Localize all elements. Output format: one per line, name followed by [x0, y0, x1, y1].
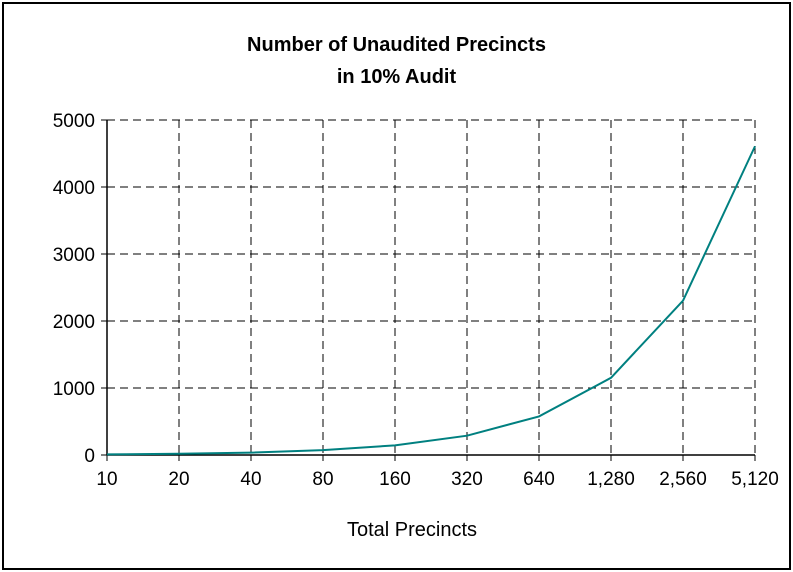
- x-tick-label: 40: [240, 469, 261, 490]
- y-tick-label: 5000: [53, 111, 95, 132]
- x-tick-label: 160: [379, 469, 411, 490]
- x-tick-label: 5,120: [731, 469, 779, 490]
- x-tick-label: 2,560: [659, 469, 707, 490]
- chart-title: Number of Unaudited Precincts: [247, 34, 546, 56]
- series-layer: [106, 145, 756, 456]
- x-tick-label: 80: [312, 469, 333, 490]
- x-tick-label: 320: [451, 469, 483, 490]
- axis-layer: [101, 119, 756, 461]
- series-line: [106, 145, 756, 456]
- x-axis-title: Total Precincts: [347, 519, 477, 541]
- label-layer: 0 1000 2000 3000 4000 5000 10 20 40 80 160 320 640 1,…: [53, 111, 779, 490]
- y-tick-label: 2000: [53, 312, 95, 333]
- x-tick-label: 20: [168, 469, 189, 490]
- y-tick-label: 3000: [53, 245, 95, 266]
- x-tick-label: 640: [523, 469, 555, 490]
- y-tick-label: 4000: [53, 178, 95, 199]
- y-tick-label: 1000: [53, 379, 95, 400]
- grid-layer: [107, 119, 756, 455]
- x-tick-label: 1,280: [587, 469, 635, 490]
- x-tick-label: 10: [96, 469, 117, 490]
- y-tick-label: 0: [84, 446, 95, 467]
- chart-subtitle: in 10% Audit: [336, 66, 457, 88]
